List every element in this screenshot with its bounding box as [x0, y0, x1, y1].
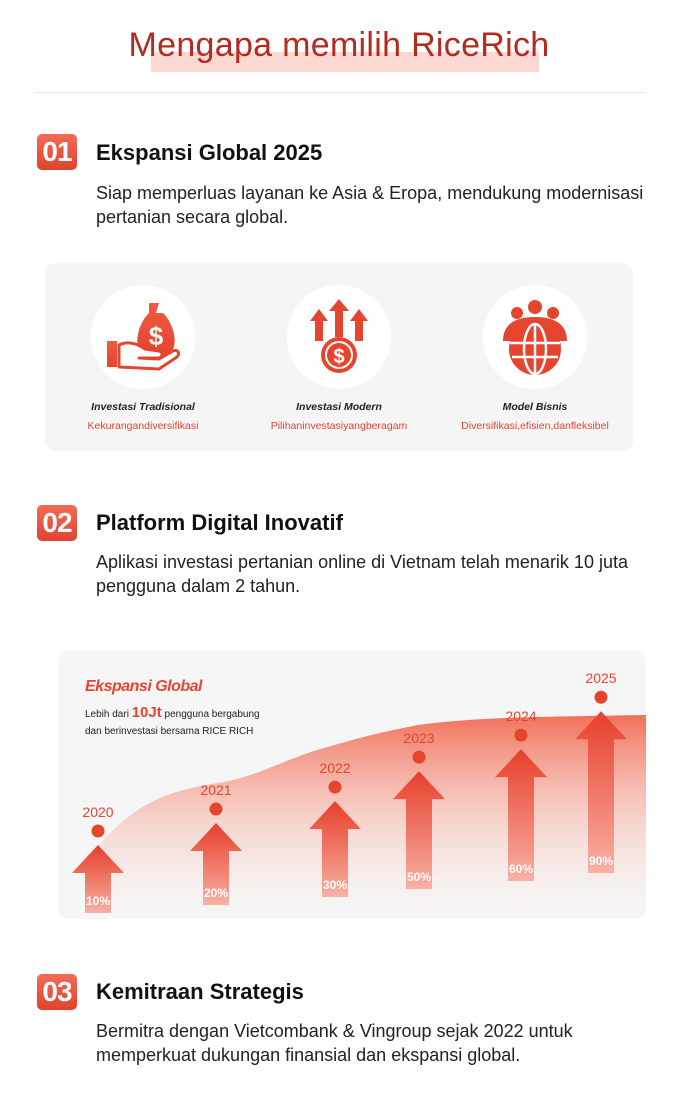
year-dot: [91, 824, 105, 838]
growth-chart: Ekspansi Global Lebih dari 10Jt pengguna…: [72, 670, 646, 919]
arrow-shape: [190, 823, 242, 905]
feature-title: Investasi Modern: [296, 401, 382, 413]
page-title-wrap: Mengapa memilih RiceRich: [0, 26, 678, 65]
year-label: 2020: [82, 804, 113, 820]
section-title: Platform Digital Inovatif: [96, 510, 343, 535]
growth-subtext-prefix: Lebih dari: [85, 709, 129, 720]
arrow-shape: [309, 801, 361, 897]
growth-highlight-value: 10Jt: [132, 704, 162, 721]
arrow-percent-label: 90%: [589, 854, 613, 868]
section-text: Bermitra dengan Vietcombank & Vingroup s…: [96, 1021, 573, 1065]
growth-subtext-suffix: pengguna bergabung: [165, 709, 260, 720]
feature-title: Investasi Tradisional: [91, 401, 195, 413]
growth-heading: Ekspansi Global: [85, 678, 203, 695]
growth-subtext-line1: Lebih dari 10Jt pengguna bergabung: [85, 704, 260, 721]
section-title: Kemitraan Strategis: [96, 979, 304, 1004]
year-label: 2023: [403, 730, 434, 746]
arrow-shape: [495, 749, 547, 881]
growth-subtext-line2: dan berinvestasi bersama RICE RICH: [85, 726, 253, 737]
feature-card: $ Investasi Tradisional Kekurangandivers…: [45, 263, 633, 451]
feature-subtitle: Pilihaninvestasiyangberagam: [270, 420, 408, 432]
year-dot: [209, 802, 223, 816]
growth-arrow-2025: 90% 2025: [575, 670, 627, 873]
arrow-percent-label: 10%: [86, 894, 110, 908]
growth-arrows: 10% 2020 20% 2021 30% 2022 50% 2023 60% 2024 90% 20…: [72, 670, 627, 913]
feature-icon-circle: $: [91, 285, 195, 389]
arrow-percent-label: 50%: [407, 870, 431, 884]
growth-area: [98, 715, 646, 919]
money-bag-hand-icon: $: [107, 303, 181, 371]
arrow-shape: [72, 845, 124, 913]
feature-subtitle: Diversifikasi,efisien,danfleksibel: [461, 420, 609, 432]
coin-growth-arrows-icon: $: [310, 299, 368, 373]
feature-icon-circle: $: [287, 285, 391, 389]
svg-text:$: $: [149, 321, 164, 351]
svg-text:$: $: [333, 346, 344, 368]
section-number-badge: 02: [37, 505, 77, 541]
growth-arrow-2020: 10% 2020: [72, 804, 124, 913]
section-number-badge: 01: [37, 134, 77, 170]
feature-traditional: $ Investasi Tradisional Kekurangandivers…: [45, 285, 241, 432]
arrow-shape: [575, 711, 627, 873]
section-number-badge: 03: [37, 974, 77, 1010]
title-highlight: [151, 52, 539, 72]
feature-title: Model Bisnis: [502, 401, 568, 413]
section-text: Siap memperluas layanan ke Asia & Eropa,…: [96, 183, 644, 227]
growth-chart-card: Ekspansi Global Lebih dari 10Jt pengguna…: [58, 651, 646, 919]
year-label: 2024: [505, 708, 536, 724]
arrow-percent-label: 20%: [204, 886, 228, 900]
feature-subtitle: Kekurangandiversifikasi: [87, 420, 199, 432]
growth-arrow-2022: 30% 2022: [309, 760, 361, 897]
arrow-percent-label: 60%: [509, 862, 533, 876]
year-dot: [594, 690, 608, 704]
year-dot: [412, 750, 426, 764]
year-label: 2025: [585, 670, 616, 686]
page-title: Mengapa memilih RiceRich: [128, 26, 550, 64]
growth-arrow-2021: 20% 2021: [190, 782, 242, 905]
feature-business: Model Bisnis Diversifikasi,efisien,danfl…: [437, 285, 633, 432]
year-label: 2022: [319, 760, 350, 776]
arrow-percent-label: 30%: [323, 878, 347, 892]
arrow-shape: [393, 771, 445, 889]
section-title: Ekspansi Global 2025: [96, 140, 323, 165]
feature-icon-circle: [483, 285, 587, 389]
growth-arrow-2024: 60% 2024: [495, 708, 547, 881]
header-divider: [34, 92, 646, 93]
feature-modern: $ Investasi Modern Pilihaninvestasiyangb…: [241, 285, 437, 432]
section-text: Aplikasi investasi pertanian online di V…: [96, 552, 628, 596]
people-globe-icon: [503, 300, 567, 376]
year-dot: [328, 780, 342, 794]
year-label: 2021: [200, 782, 231, 798]
year-dot: [514, 728, 528, 742]
growth-arrow-2023: 50% 2023: [393, 730, 445, 889]
